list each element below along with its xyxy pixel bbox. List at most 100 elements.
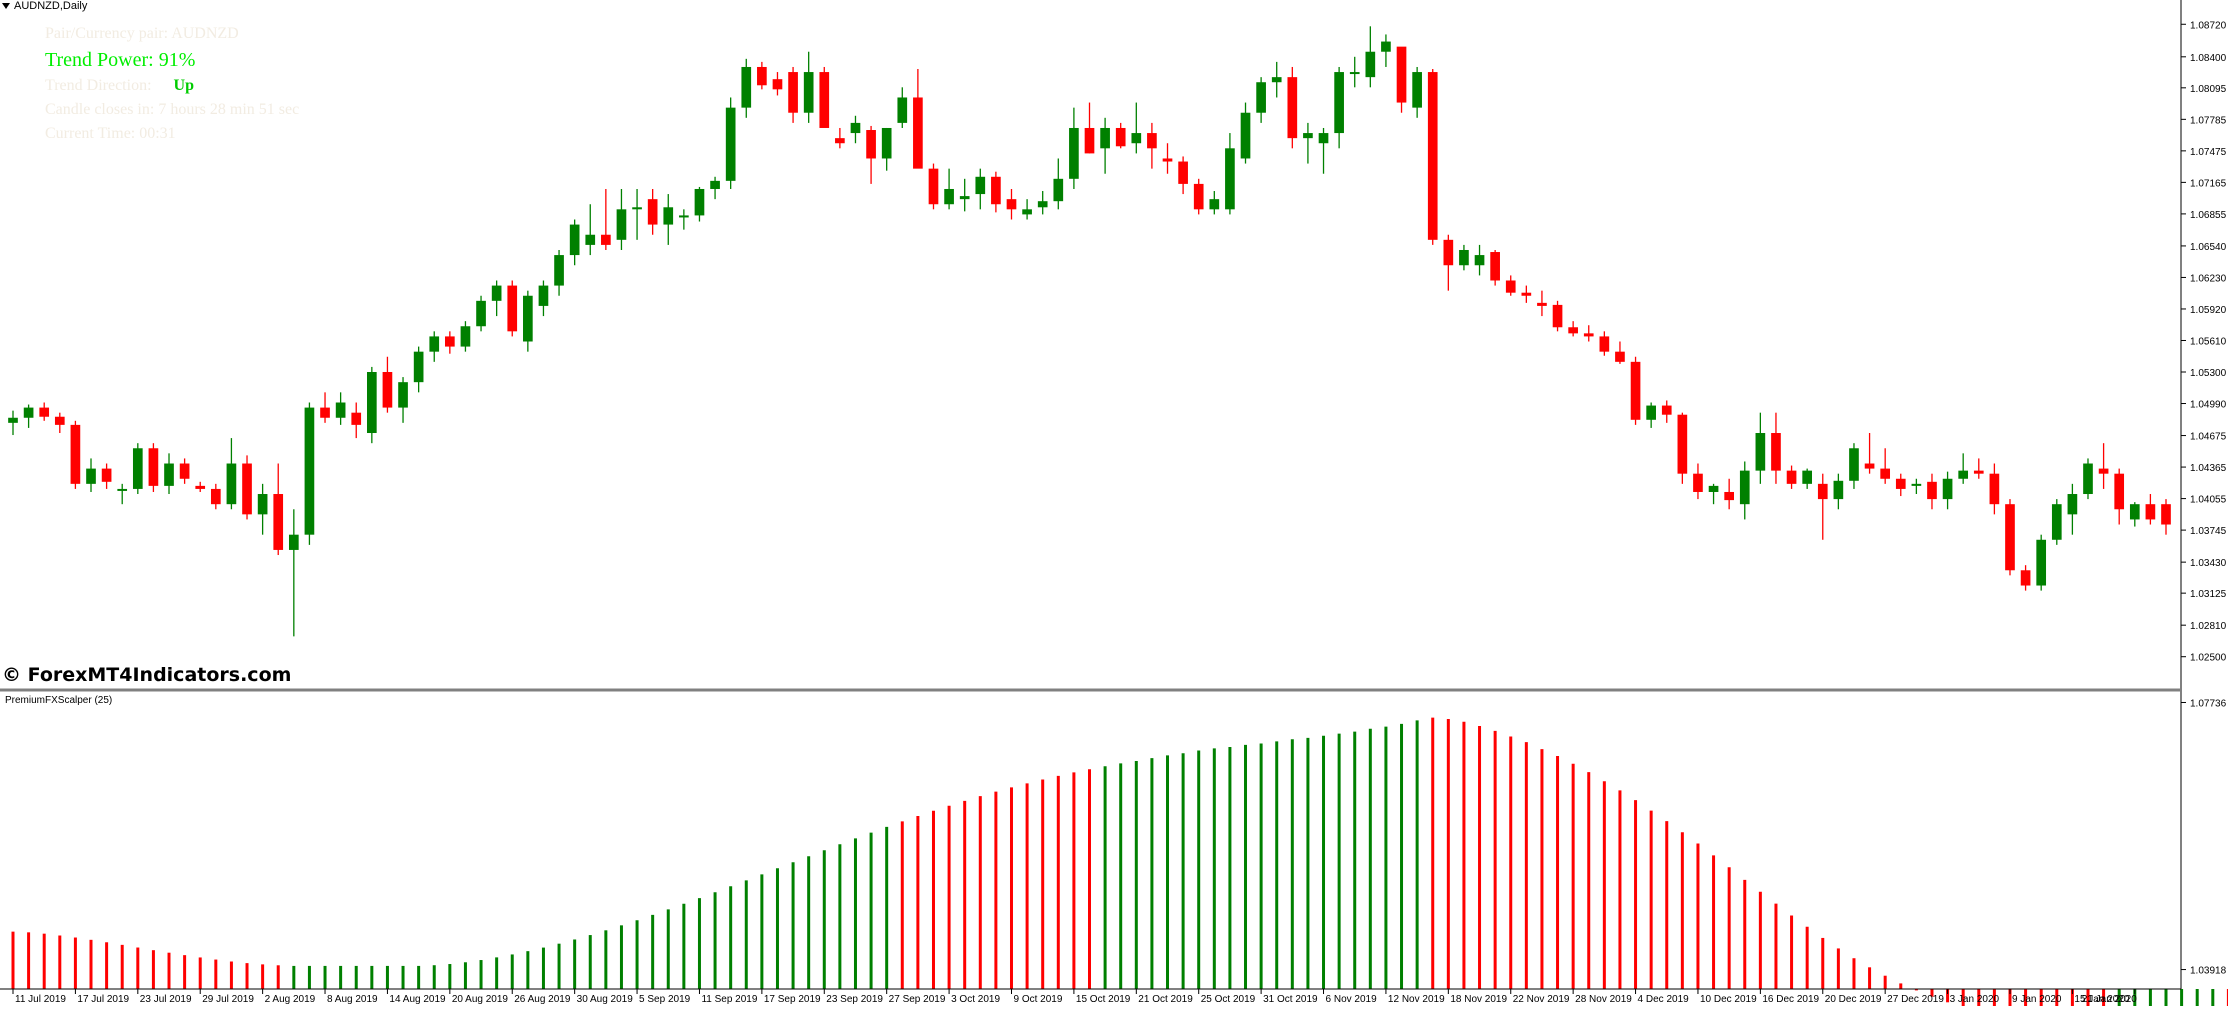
candle-body bbox=[1006, 199, 1017, 210]
x-tick-label: 23 Jul 2019 bbox=[140, 994, 192, 1005]
candle-body bbox=[1989, 473, 2000, 505]
candle bbox=[1849, 443, 1859, 489]
x-tick-label: 11 Jul 2019 bbox=[15, 994, 66, 1005]
candle-body bbox=[1396, 46, 1407, 103]
x-tick-label: 11 Sep 2019 bbox=[701, 994, 757, 1005]
candle bbox=[1973, 458, 1984, 479]
candle-body bbox=[1942, 478, 1953, 500]
candle-body bbox=[1209, 199, 1220, 210]
candle bbox=[523, 290, 533, 352]
candle-body bbox=[1630, 361, 1641, 420]
candle-body bbox=[132, 448, 143, 489]
candle bbox=[2098, 443, 2109, 489]
x-tick-label: 15 Jan 2020 bbox=[2074, 994, 2129, 1005]
candle-body bbox=[1505, 280, 1516, 293]
y-tick-label: 1.05610 bbox=[2190, 336, 2227, 347]
candle bbox=[1178, 156, 1188, 195]
candle-body bbox=[320, 407, 330, 418]
y-tick-label: 1.08400 bbox=[2190, 53, 2227, 64]
candle bbox=[117, 483, 128, 505]
candle bbox=[1552, 300, 1563, 332]
candle bbox=[1739, 461, 1750, 520]
candle-body bbox=[1256, 82, 1266, 113]
candle bbox=[1646, 402, 1656, 428]
trend-power-line: Trend Power: 91% bbox=[45, 46, 299, 74]
y-tick-label: 1.08095 bbox=[2190, 84, 2227, 95]
candle-body bbox=[2067, 494, 2078, 515]
candle bbox=[1193, 178, 1204, 215]
candle-body bbox=[975, 176, 986, 195]
candle-body bbox=[366, 372, 377, 434]
candle-body bbox=[1880, 468, 1891, 479]
current-time-line: Current Time: 00:31 bbox=[45, 125, 176, 142]
candle-body bbox=[476, 300, 486, 327]
candle bbox=[1599, 331, 1610, 356]
candle-body bbox=[1474, 255, 1485, 266]
candle bbox=[1287, 66, 1298, 149]
candle bbox=[1817, 473, 1828, 540]
candle-body bbox=[86, 468, 96, 484]
y-tick-label: 1.07475 bbox=[2190, 147, 2227, 158]
candle bbox=[132, 443, 143, 495]
indicator-title: PremiumFXScalper (25) bbox=[5, 695, 113, 706]
x-tick-label: 21 Oct 2019 bbox=[1138, 994, 1193, 1005]
y-tick-label: 1.05300 bbox=[2190, 368, 2227, 379]
candle-body bbox=[2036, 539, 2047, 586]
candle bbox=[2036, 534, 2047, 591]
candle bbox=[101, 463, 112, 489]
candle-body bbox=[8, 417, 18, 423]
x-axis-ticks: 11 Jul 2019 17 Jul 2019 23 Jul 2019 29 Jul … bbox=[12, 989, 2137, 1005]
y-tick-label: 1.03745 bbox=[2190, 526, 2227, 537]
candle bbox=[2051, 499, 2062, 545]
candle-body bbox=[959, 196, 970, 200]
candle bbox=[1661, 400, 1672, 423]
candle-body bbox=[2161, 504, 2171, 525]
candle-body bbox=[944, 188, 954, 205]
candle bbox=[8, 410, 18, 436]
candle-body bbox=[2083, 463, 2093, 495]
y-tick-label: 1.03125 bbox=[2190, 589, 2227, 600]
candle-body bbox=[195, 485, 206, 489]
indicator-y-tick-label: 1.03918 bbox=[2190, 966, 2227, 977]
candle-body bbox=[1677, 414, 1688, 474]
candle bbox=[1755, 412, 1766, 484]
candle-body bbox=[788, 72, 798, 113]
candle-body bbox=[1817, 483, 1828, 500]
candle bbox=[242, 455, 252, 520]
candle-body bbox=[585, 234, 596, 245]
candle bbox=[835, 127, 845, 149]
candle bbox=[1349, 56, 1360, 88]
trend-power-label: Trend Power: bbox=[45, 49, 154, 71]
candle bbox=[491, 280, 502, 317]
y-tick-label: 1.08720 bbox=[2190, 20, 2227, 31]
candle-body bbox=[1427, 72, 1438, 240]
candle bbox=[647, 188, 658, 235]
chevron-down-icon bbox=[2, 3, 10, 10]
candle-body bbox=[1599, 336, 1610, 352]
candle bbox=[1037, 191, 1048, 215]
candle-body bbox=[54, 416, 65, 425]
candle-body bbox=[1334, 72, 1344, 134]
y-tick-label: 1.04365 bbox=[2190, 463, 2227, 474]
candle bbox=[179, 458, 190, 484]
candle-body bbox=[1661, 405, 1672, 415]
candle-body bbox=[1755, 433, 1766, 471]
candle bbox=[413, 346, 424, 393]
candle-body bbox=[117, 488, 128, 491]
candle bbox=[1958, 453, 1969, 484]
candle-body bbox=[164, 463, 174, 486]
candle-body bbox=[1833, 480, 1844, 500]
x-tick-label: 10 Dec 2019 bbox=[1700, 994, 1757, 1005]
candle-body bbox=[1240, 112, 1251, 159]
candle-body bbox=[1100, 127, 1110, 149]
candle bbox=[1505, 275, 1516, 296]
candle bbox=[772, 72, 783, 96]
candle bbox=[1568, 321, 1578, 337]
candle bbox=[335, 392, 346, 425]
candle-body bbox=[1147, 133, 1157, 149]
candle-body bbox=[210, 488, 221, 505]
x-tick-label: 21 Jan 2020 bbox=[2082, 994, 2137, 1005]
candle-body bbox=[1022, 209, 1032, 215]
